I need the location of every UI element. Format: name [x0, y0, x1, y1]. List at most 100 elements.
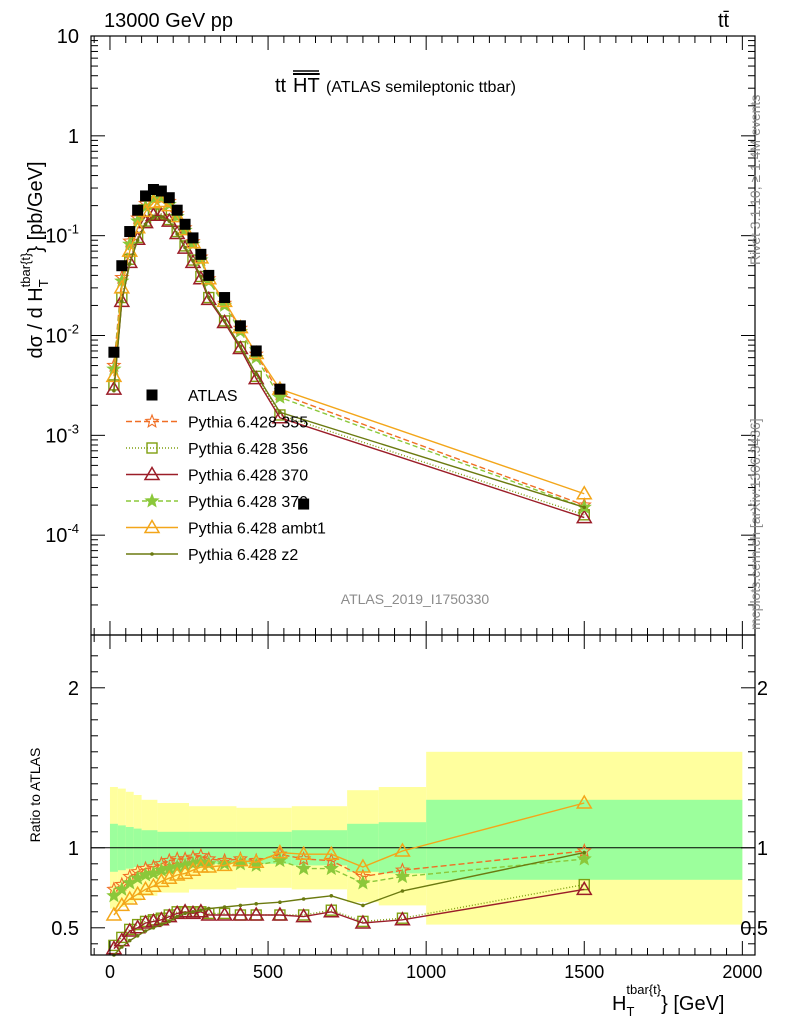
- legend-entry-atlas: ATLAS: [146, 388, 238, 405]
- legend-label: Pythia 6.428 370: [188, 468, 308, 485]
- rivet-label: Rivet 3.1.10, ≥ 1.4M events: [747, 95, 763, 265]
- ratio-point-p379: [296, 860, 312, 876]
- curve-point-z2: [222, 319, 227, 323]
- ratio-point-z2: [159, 922, 164, 927]
- legend-label: Pythia 6.428 z2: [188, 547, 298, 564]
- curve-point-p370: [168, 225, 186, 240]
- y-axis-title: dσ / d HTtbar{t}} [pb/GeV]: [18, 161, 51, 358]
- ratio-point-ambt1: [176, 864, 194, 880]
- atlas-point: [187, 232, 199, 244]
- ratio-point-ambt1: [145, 877, 162, 892]
- ratio-point-z2: [582, 850, 587, 855]
- curve-point-p370: [160, 212, 178, 227]
- ratio-point-ambt1: [129, 885, 146, 900]
- ratio-point-ambt1: [322, 845, 340, 860]
- ratio-point-z2: [400, 889, 405, 893]
- y-tick-exp: -4: [67, 521, 79, 536]
- curve-point-ambt1: [121, 242, 139, 257]
- ratio-point-ambt1: [232, 852, 249, 867]
- ratio-point-z2: [151, 926, 156, 930]
- ratio-point-z2: [143, 929, 148, 933]
- x-axis-title-main: H: [612, 993, 626, 1015]
- ratio-ambt1: [105, 794, 593, 921]
- ratio-tick-label-right: 0.5: [740, 918, 768, 940]
- x-tick-label: 1000: [406, 962, 446, 982]
- curve-point-p379: [137, 198, 154, 214]
- ratio-line-z2: [113, 851, 585, 956]
- legend-marker: [146, 389, 158, 401]
- ratio-point-z2: [167, 919, 172, 924]
- ratio-point-ambt1: [105, 906, 123, 921]
- curve-point-z2: [183, 245, 187, 250]
- plot-title: tt HT (ATLAS semileptonic ttbar): [275, 70, 516, 97]
- y-tick-exp: -3: [67, 421, 79, 436]
- ratio-point-p370: [247, 906, 265, 921]
- ratio-point-ambt1: [271, 844, 289, 859]
- ratio-point-p370: [322, 903, 340, 918]
- ratio-point-ambt1: [200, 858, 218, 873]
- atlas-point: [179, 218, 191, 230]
- ratio-frame: [90, 634, 756, 956]
- ratio-point-p370: [575, 880, 593, 896]
- curve-point-p370: [232, 340, 249, 355]
- curve-point-p370: [153, 206, 170, 222]
- curve-point-p370: [271, 409, 289, 424]
- ratio-point-ambt1: [153, 872, 170, 888]
- atlas-point: [108, 346, 120, 358]
- atlas-point: [298, 498, 310, 510]
- curve-point-z2: [238, 344, 243, 349]
- curve-point-ambt1: [575, 485, 593, 500]
- curve-point-z2: [127, 262, 132, 266]
- x-tick-label: 500: [253, 962, 283, 982]
- ratio-point-p379: [576, 850, 592, 866]
- ratio-point-p379: [272, 852, 288, 868]
- curve-point-z2: [206, 295, 211, 300]
- mcplots-label: mcplots.cern.ch [arXiv:1306.3436]: [747, 418, 763, 630]
- band-green-11: [426, 799, 743, 880]
- ratio-tick-label-right: 2: [757, 678, 768, 700]
- curve-line-z2: [113, 215, 585, 509]
- legend-label: ATLAS: [188, 388, 238, 405]
- ratio-point-p370: [354, 914, 372, 929]
- legend-entry-ambt1: Pythia 6.428 ambt1: [126, 519, 326, 538]
- ratio-tick-label-left: 1: [68, 838, 79, 860]
- mc-curves: [105, 187, 593, 524]
- ratio-point-z2: [135, 934, 140, 938]
- legend-marker: [143, 519, 161, 534]
- ratio-point-z2: [191, 910, 195, 914]
- ratio-point-z2: [278, 900, 282, 904]
- y-tick-label: 10-4: [45, 521, 79, 547]
- legend-marker: [144, 413, 160, 429]
- ratio-point-z2: [199, 908, 203, 912]
- ratio-uncertainty-bands: [91, 751, 755, 925]
- atlas-point: [155, 185, 167, 197]
- svg-text:HTtbar{t}} [GeV]: HTtbar{t}} [GeV]: [612, 982, 724, 1019]
- y-axis-title-sub: T: [36, 279, 51, 287]
- atlas-point: [163, 192, 175, 204]
- curve-point-z2: [120, 299, 124, 304]
- ratio-point-ambt1: [247, 853, 265, 868]
- legend: ATLAS Pythia 6.428 355 Pythia 6.428 356 Pyt…: [126, 388, 326, 564]
- ratio-z2: [112, 850, 587, 957]
- ratio-point-z2: [329, 894, 334, 898]
- ratio-point-z2: [206, 906, 211, 911]
- curve-ambt1: [105, 192, 593, 500]
- legend-marker: [143, 466, 161, 481]
- ratio-point-z2: [120, 945, 124, 949]
- ratio-curves: [105, 794, 593, 957]
- ratio-point-p370: [232, 906, 249, 921]
- atlas-point: [147, 184, 159, 196]
- y-axis-title-suffix: } [pb/GeV]: [25, 161, 47, 252]
- ratio-tick-label-left: 2: [68, 678, 79, 700]
- legend-marker: [146, 442, 158, 454]
- y-axis-title-sup: tbar{t}: [18, 252, 33, 287]
- x-tick-label: 2000: [722, 962, 762, 982]
- atlas-point: [124, 226, 136, 238]
- ratio-point-ambt1: [216, 856, 233, 872]
- curve-point-p370: [216, 313, 233, 329]
- legend-entry-p356: Pythia 6.428 356: [126, 441, 308, 458]
- curve-point-z2: [191, 259, 195, 263]
- curve-point-z2: [167, 219, 172, 223]
- legend-entry-p370: Pythia 6.428 370: [126, 466, 308, 485]
